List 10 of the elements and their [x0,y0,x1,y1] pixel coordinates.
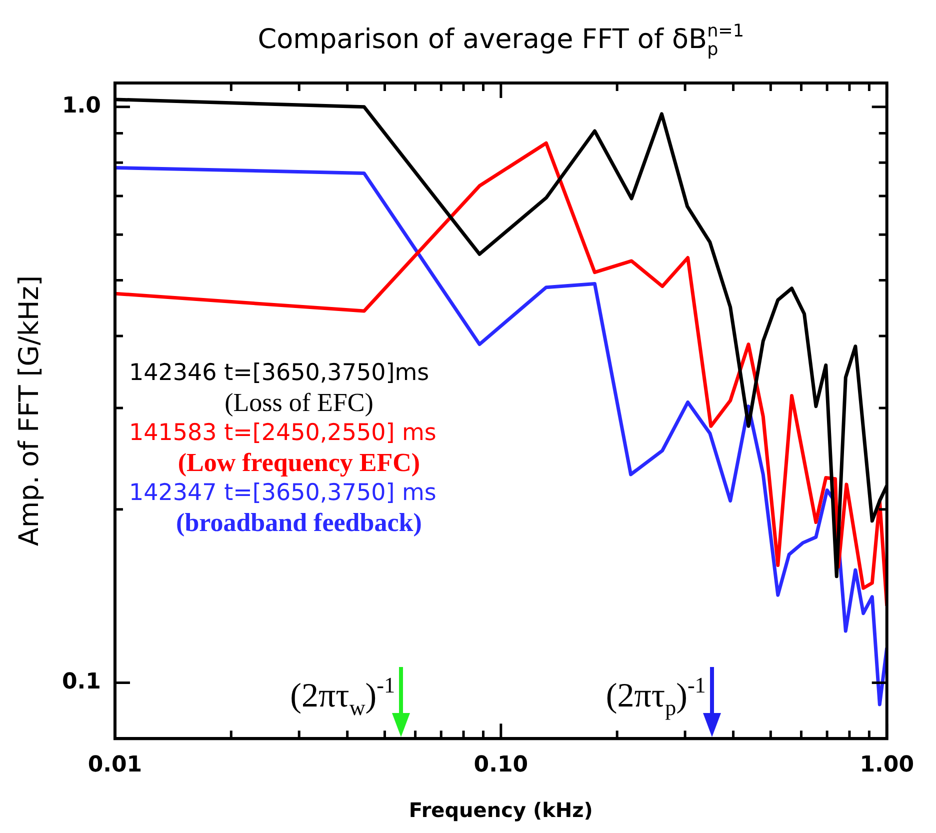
y-axis-title: Amp. of FFT [G/kHz] [14,276,45,546]
text: 141583 t=[2450,2550] ms (Low frequency EFC) [128,419,438,478]
y-tick-label: 0.1 [62,670,101,695]
x-tick-label: 0.01 [88,752,142,778]
x-tick-label: 1.00 [860,752,914,778]
x-axis-title: Frequency (kHz) [408,798,593,822]
x-tick-label: 0.10 [474,752,528,778]
y-tick-label: 1.0 [62,94,101,119]
text: 142347 t=[3650,3750] ms (broadband feedback) [128,479,438,538]
text: 142346 t=[3650,3750]ms (Loss of EFC) [128,359,430,418]
